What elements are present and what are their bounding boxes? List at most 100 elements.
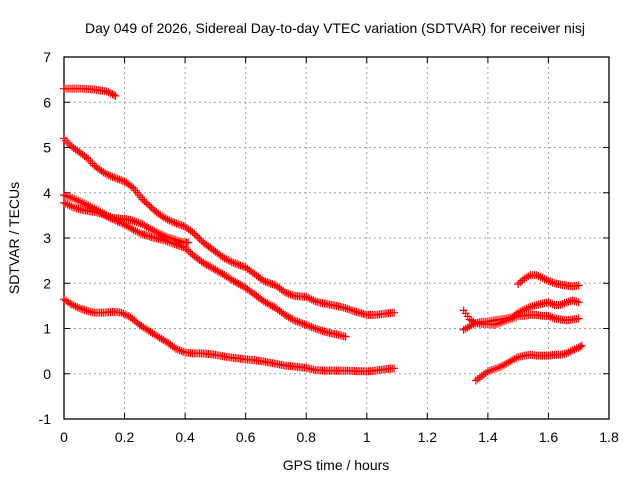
data-point — [528, 302, 537, 311]
data-point — [265, 278, 274, 287]
data-point — [506, 357, 515, 366]
data-point — [106, 172, 115, 181]
data-point — [82, 153, 91, 162]
data-point — [390, 364, 399, 373]
data-point — [64, 192, 73, 201]
data-point — [236, 280, 245, 289]
data-point — [498, 361, 507, 370]
data-point — [265, 300, 274, 309]
data-point — [522, 304, 531, 313]
data-point — [295, 318, 304, 327]
data-point — [115, 218, 124, 227]
data-point — [293, 317, 302, 326]
data-point — [510, 311, 519, 320]
data-point — [104, 88, 113, 97]
data-point — [538, 273, 547, 282]
data-point — [195, 234, 204, 243]
data-point — [282, 289, 291, 298]
data-point — [489, 365, 498, 374]
data-point — [491, 364, 500, 373]
data-point — [314, 325, 323, 334]
x-tick-label: 1.2 — [418, 429, 438, 445]
data-point — [518, 306, 527, 315]
data-points — [60, 84, 586, 385]
x-tick-label: 0.2 — [115, 429, 135, 445]
data-point — [548, 278, 557, 287]
data-point — [313, 325, 322, 334]
data-point — [348, 306, 357, 315]
data-point — [184, 238, 193, 247]
x-tick-label: 0 — [60, 429, 68, 445]
data-point — [144, 224, 153, 233]
data-point — [300, 320, 309, 329]
data-point — [288, 315, 297, 324]
data-point — [222, 255, 231, 264]
data-point — [78, 198, 87, 207]
data-point — [309, 323, 318, 332]
data-point — [172, 240, 181, 249]
data-point — [229, 276, 238, 285]
series-prn-b — [60, 134, 399, 319]
data-point — [169, 218, 177, 227]
data-point — [530, 301, 539, 310]
data-point — [179, 347, 188, 356]
data-point — [516, 307, 525, 316]
data-point — [558, 300, 567, 309]
data-point — [150, 227, 159, 236]
data-point — [63, 200, 72, 209]
data-point — [161, 214, 170, 223]
data-point — [540, 274, 549, 283]
data-point — [261, 298, 270, 307]
data-point — [546, 312, 555, 321]
axis-ticks: 0 0.2 0.4 0.6 0.8 1 1.2 1.4 1.6 1.8 -1 0 1 2 3 4 5 6 7 — [39, 49, 619, 445]
data-point — [341, 304, 350, 313]
data-point — [520, 274, 529, 283]
data-point — [532, 271, 541, 280]
data-point — [163, 215, 172, 224]
data-point — [570, 345, 579, 354]
data-point — [73, 303, 82, 312]
data-point — [170, 218, 179, 227]
data-point — [298, 319, 307, 328]
data-point — [113, 217, 122, 226]
data-point — [72, 195, 81, 204]
data-point — [76, 304, 85, 313]
data-point — [564, 348, 573, 357]
data-point — [270, 280, 279, 289]
data-point — [175, 220, 184, 229]
y-tick-label: 5 — [43, 140, 51, 156]
data-point — [568, 296, 577, 305]
data-point — [102, 170, 111, 179]
data-point — [309, 296, 318, 305]
data-point — [128, 216, 137, 225]
data-point — [347, 306, 356, 315]
data-point — [108, 214, 117, 223]
data-point — [161, 236, 170, 245]
data-point — [127, 224, 136, 233]
y-tick-label: -1 — [39, 411, 52, 427]
data-point — [111, 91, 120, 100]
x-tick-label: 1.4 — [478, 429, 498, 445]
data-point — [291, 317, 300, 326]
data-point — [111, 174, 120, 183]
data-point — [239, 262, 248, 271]
data-point — [113, 174, 122, 183]
data-point — [209, 264, 218, 273]
data-point — [461, 324, 470, 333]
data-point — [564, 297, 573, 306]
data-point — [117, 218, 126, 227]
data-point — [165, 216, 174, 225]
data-point — [102, 212, 111, 221]
data-point — [477, 372, 486, 381]
data-point — [305, 322, 314, 331]
data-point — [544, 298, 553, 307]
data-point — [206, 262, 215, 271]
y-tick-label: 0 — [43, 366, 51, 382]
data-point — [122, 311, 131, 320]
data-point — [190, 229, 199, 238]
data-point — [60, 191, 68, 200]
data-point — [518, 276, 527, 285]
data-point — [266, 279, 275, 288]
data-point — [566, 347, 575, 356]
series-prn-e — [60, 295, 399, 376]
